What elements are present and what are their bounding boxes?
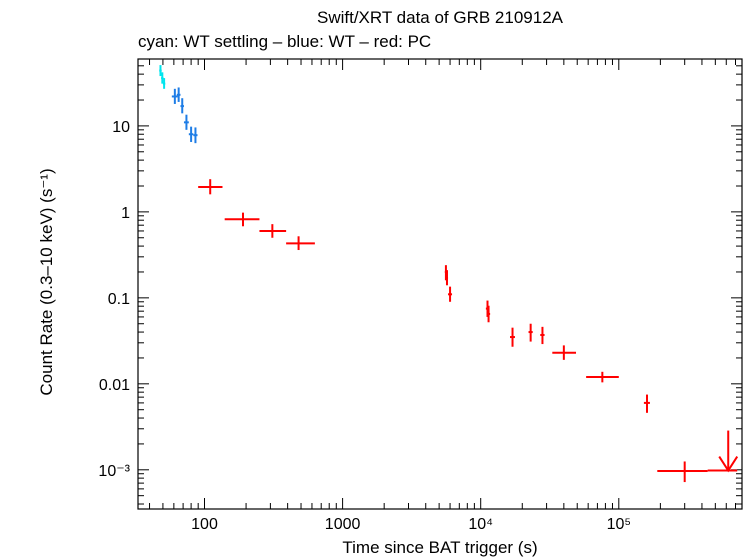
y-tick-label: 1 bbox=[121, 205, 130, 222]
chart-subtitle: cyan: WT settling – blue: WT – red: PC bbox=[138, 32, 431, 51]
data-point bbox=[176, 87, 181, 102]
data-point bbox=[198, 179, 223, 195]
x-tick-label: 10⁴ bbox=[468, 516, 493, 533]
axis-ticks bbox=[138, 58, 742, 509]
data-point bbox=[540, 326, 545, 345]
axis-tick-labels: 100 1000 10⁴ 10⁵ 10 1 0.1 0.01 10⁻³ bbox=[98, 119, 631, 533]
data-marks bbox=[159, 65, 739, 483]
y-axis-label: Count Rate (0.3–10 keV) (s⁻¹) bbox=[37, 168, 56, 395]
data-point bbox=[657, 461, 708, 483]
data-point bbox=[286, 236, 315, 251]
data-point bbox=[643, 394, 650, 413]
x-tick-label: 100 bbox=[191, 516, 218, 533]
y-tick-label: 0.01 bbox=[99, 377, 130, 394]
upper-limit-arrowhead bbox=[718, 456, 739, 473]
data-point bbox=[188, 126, 194, 142]
data-point bbox=[528, 323, 533, 342]
data-point bbox=[510, 327, 515, 347]
data-point bbox=[193, 127, 198, 144]
x-axis-label: Time since BAT trigger (s) bbox=[342, 538, 537, 557]
data-point bbox=[586, 371, 619, 383]
x-tick-label: 1000 bbox=[325, 516, 361, 533]
data-point bbox=[180, 98, 184, 114]
y-tick-label: 10 bbox=[112, 119, 130, 136]
data-point bbox=[183, 114, 189, 130]
y-tick-label: 10⁻³ bbox=[98, 463, 130, 480]
data-point bbox=[259, 224, 287, 238]
data-point bbox=[448, 286, 453, 302]
plot-frame bbox=[137, 58, 743, 510]
data-point bbox=[159, 65, 162, 77]
data-point bbox=[445, 270, 449, 286]
data-point bbox=[486, 305, 491, 323]
data-point bbox=[224, 212, 260, 227]
data-point bbox=[552, 345, 577, 360]
x-tick-label: 10⁵ bbox=[607, 516, 631, 533]
y-tick-label: 0.1 bbox=[108, 291, 130, 308]
upper-limit bbox=[707, 430, 739, 473]
chart-title: Swift/XRT data of GRB 210912A bbox=[317, 8, 564, 27]
data-point bbox=[171, 88, 178, 104]
data-point bbox=[162, 78, 166, 89]
